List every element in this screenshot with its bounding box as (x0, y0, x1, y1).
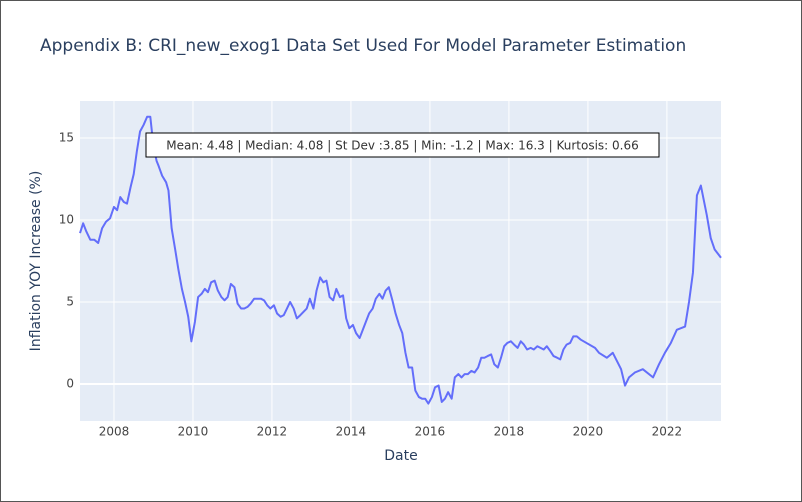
x-tick-label: 2014 (336, 425, 367, 439)
y-tick-label: 15 (59, 131, 74, 145)
x-tick-label: 2022 (652, 425, 683, 439)
x-tick-label: 2012 (257, 425, 288, 439)
x-tick-label: 2008 (99, 425, 130, 439)
annotation-box (145, 132, 660, 158)
y-tick-label: 10 (59, 213, 74, 227)
marks (79, 115, 722, 405)
y-axis-label: Inflation YOY Increase (%) (28, 171, 44, 352)
data-line (79, 115, 722, 405)
annotation: Mean: 4.48 | Median: 4.08 | St Dev :3.85… (166, 139, 639, 153)
x-tick-label: 2020 (573, 425, 604, 439)
x-axis-label: Date (384, 448, 417, 464)
chart-title: Appendix B: CRI_new_exog1 Data Set Used … (40, 36, 686, 56)
x-tick-label: 2018 (494, 425, 525, 439)
x-tick-label: 2010 (178, 425, 209, 439)
x-tick-label: 2016 (415, 425, 446, 439)
y-tick-label: 5 (66, 294, 74, 308)
y-tick-label: 0 (66, 376, 74, 390)
